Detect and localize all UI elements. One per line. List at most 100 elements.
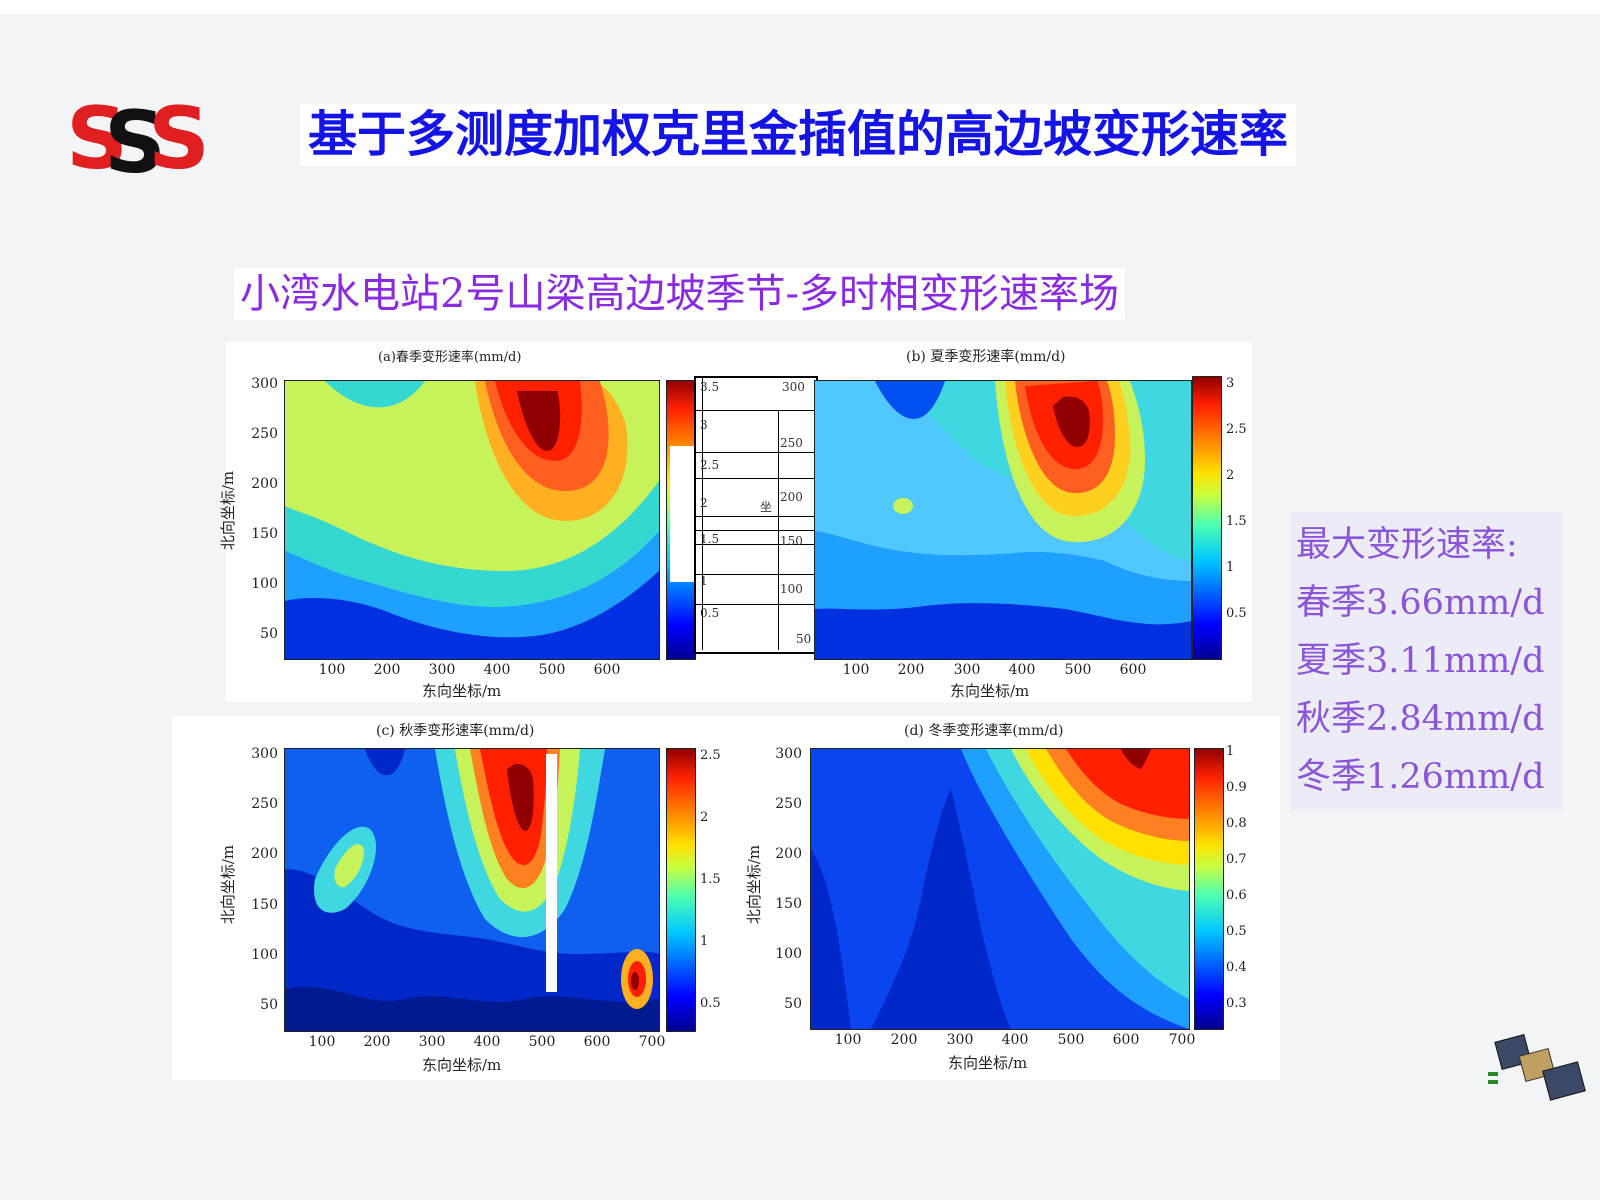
overlay-fragment: 2 — [700, 496, 708, 510]
x-tick: 600 — [1112, 1032, 1140, 1048]
x-tick: 600 — [583, 1034, 611, 1050]
colorbar-tick: 0.5 — [1226, 606, 1247, 621]
x-axis-label: 东向坐标/m — [948, 1054, 1028, 1072]
page-title: 基于多测度加权克里金插值的高边坡变形速率 — [300, 104, 1297, 166]
overlay-fragment: 2.5 — [700, 458, 720, 472]
max-rate-info: 最大变形速率: 春季3.66mm/d 夏季3.11mm/d 秋季2.84mm/d… — [1290, 512, 1562, 810]
overlay-rule — [696, 530, 816, 531]
colorbar-tick: 2.5 — [700, 748, 721, 763]
x-tick: 500 — [1064, 662, 1092, 678]
overlay-fragment: 3 — [700, 418, 708, 432]
y-tick: 200 — [775, 846, 802, 862]
colorbar — [666, 748, 696, 1032]
overlay-fragment: 300 — [782, 380, 805, 394]
x-tick: 100 — [308, 1034, 336, 1050]
y-tick: 250 — [775, 796, 802, 812]
y-tick: 50 — [260, 997, 278, 1013]
overlay-rule — [696, 478, 816, 479]
info-line: 春季3.66mm/d — [1296, 583, 1545, 623]
panel-title: (d) 冬季变形速率(mm/d) — [904, 723, 1064, 739]
white-bar — [546, 754, 557, 992]
colorbar-tick: 0.8 — [1226, 816, 1247, 831]
y-tick: 300 — [251, 376, 278, 392]
y-tick: 150 — [775, 896, 802, 912]
y-tick: 300 — [775, 746, 802, 762]
info-line: 秋季2.84mm/d — [1296, 699, 1545, 739]
y-tick: 150 — [251, 526, 278, 542]
y-tick: 300 — [251, 746, 278, 762]
x-tick: 400 — [1001, 1032, 1029, 1048]
y-axis-label: 北向坐标/m — [219, 844, 238, 925]
colorbar-tick: 1 — [1226, 560, 1235, 575]
overlay-fragment: 3.5 — [700, 380, 720, 394]
overlay-rule — [778, 410, 779, 650]
y-tick: 100 — [251, 947, 278, 963]
colorbar — [1192, 376, 1222, 660]
overlay-fragment: 250 — [780, 436, 803, 450]
overlay-rule — [702, 378, 703, 650]
x-axis-label: 东向坐标/m — [950, 682, 1030, 700]
colorbar-tick: 0.5 — [700, 996, 721, 1011]
logo-sss: S S S — [66, 92, 210, 182]
contour-plot — [814, 380, 1192, 660]
y-tick: 50 — [784, 996, 802, 1012]
x-tick: 600 — [593, 662, 621, 678]
contour-fill — [811, 749, 1189, 1029]
x-tick: 300 — [953, 662, 981, 678]
x-tick: 700 — [1168, 1032, 1196, 1048]
x-tick: 600 — [1119, 662, 1147, 678]
y-tick: 250 — [251, 796, 278, 812]
colorbar-tick: 0.5 — [1226, 924, 1247, 939]
x-tick: 200 — [363, 1034, 391, 1050]
contour-fill — [815, 381, 1191, 659]
x-tick: 500 — [1057, 1032, 1085, 1048]
colorbar-tick: 0.4 — [1226, 960, 1247, 975]
x-tick: 500 — [528, 1034, 556, 1050]
colorbar-tick: 0.3 — [1226, 996, 1247, 1011]
y-tick: 150 — [251, 897, 278, 913]
x-tick: 100 — [842, 662, 870, 678]
colorbar-tick: 3 — [1226, 376, 1235, 391]
x-tick: 200 — [890, 1032, 918, 1048]
overlay-fragment: 坐 — [760, 500, 773, 514]
x-tick: 100 — [318, 662, 346, 678]
y-tick: 50 — [260, 626, 278, 642]
contour-plot — [284, 748, 660, 1032]
colorbar-tick: 0.7 — [1226, 852, 1247, 867]
svg-text:S: S — [148, 92, 210, 182]
y-axis-label: 北向坐标/m — [745, 844, 764, 925]
y-tick: 200 — [251, 476, 278, 492]
overlay-rule — [696, 410, 816, 411]
panel-title: (a)春季变形速率(mm/d) — [378, 350, 522, 365]
y-tick: 200 — [251, 846, 278, 862]
white-bar — [670, 446, 694, 582]
overlay-rule — [696, 574, 816, 575]
page-subtitle: 小湾水电站2号山梁高边坡季节-多时相变形速率场 — [234, 268, 1125, 320]
colorbar-tick: 1.5 — [1226, 514, 1247, 529]
x-tick: 700 — [638, 1034, 666, 1050]
x-tick: 400 — [1008, 662, 1036, 678]
colorbar-tick: 2.5 — [1226, 422, 1247, 437]
y-axis-label: 北向坐标/m — [219, 470, 238, 551]
satellite-icon — [1488, 1033, 1586, 1101]
colorbar-tick: 1.5 — [700, 872, 721, 887]
overlay-rule — [696, 544, 816, 545]
x-tick: 300 — [418, 1034, 446, 1050]
svg-text:S: S — [104, 93, 166, 182]
x-tick: 500 — [538, 662, 566, 678]
x-tick: 300 — [946, 1032, 974, 1048]
info-line: 夏季3.11mm/d — [1296, 641, 1545, 681]
top-strip — [0, 0, 1600, 14]
x-tick: 400 — [483, 662, 511, 678]
overlay-fragment: 1 — [700, 574, 708, 588]
overlay-fragment: 200 — [780, 490, 803, 504]
overlay-fragment: 100 — [780, 582, 803, 596]
overlay-rule — [696, 604, 816, 605]
svg-text:S: S — [66, 92, 128, 182]
colorbar — [1194, 748, 1224, 1030]
contour-fill — [285, 749, 659, 1031]
colorbar-tick: 1 — [1226, 744, 1235, 759]
x-tick: 100 — [834, 1032, 862, 1048]
colorbar-tick: 0.9 — [1226, 780, 1247, 795]
info-heading: 最大变形速率: — [1296, 525, 1518, 565]
